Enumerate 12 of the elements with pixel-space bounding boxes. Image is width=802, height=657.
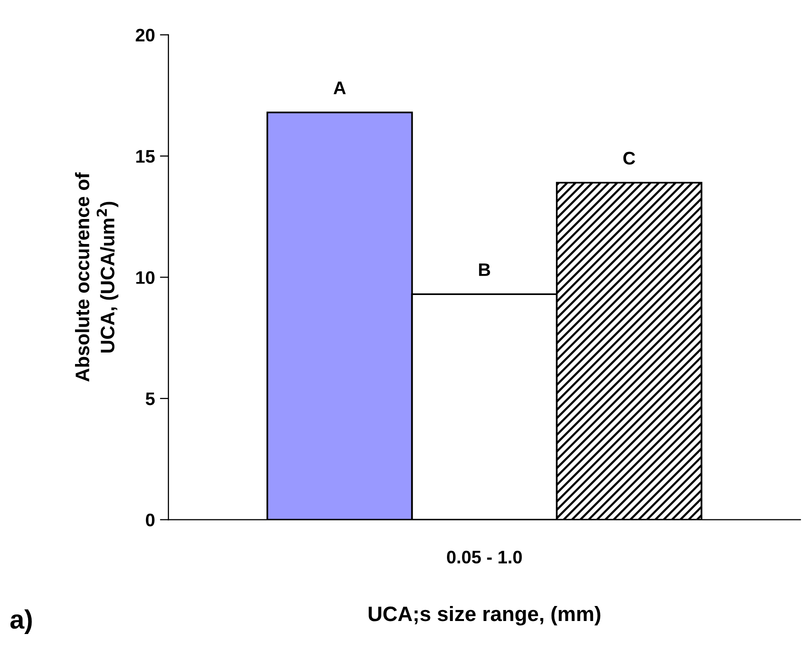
x-tick-label: 0.05 - 1.0 xyxy=(446,550,522,564)
text: a) xyxy=(10,609,32,634)
x-axis-title: UCA;s size range, (mm) xyxy=(368,606,600,626)
y-tick-label: 0 xyxy=(146,514,154,526)
y-tick-label: 15 xyxy=(136,150,155,163)
y-axis-title: Absolute occurence of UCA, (UCA/um$^{2}$) xyxy=(75,172,118,382)
series-label: C xyxy=(623,152,636,165)
y-tick-label: 20 xyxy=(136,28,154,42)
y-tick-label: 5 xyxy=(146,392,155,406)
series-label: B xyxy=(479,264,490,276)
series-label: A xyxy=(334,82,346,94)
y-tick-label: 10 xyxy=(136,271,154,284)
